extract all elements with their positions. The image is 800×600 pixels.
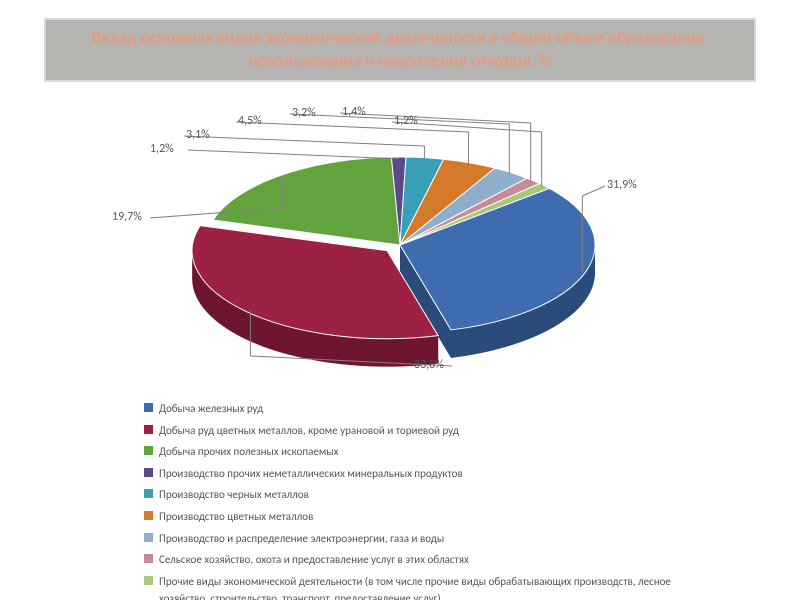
legend-label: Добыча железных руд	[159, 400, 704, 418]
data-label: 1,2%	[394, 114, 418, 128]
legend-swatch	[144, 446, 153, 455]
legend-swatch	[144, 554, 153, 563]
data-label: 31,9%	[607, 178, 637, 192]
data-label: 33,8%	[414, 358, 444, 372]
pie-svg	[44, 90, 756, 390]
legend-label: Сельское хозяйство, охота и предоставлен…	[159, 551, 704, 569]
legend-label: Производство прочих неметаллических мине…	[159, 465, 704, 483]
legend-label: Добыча прочих полезных ископаемых	[159, 443, 704, 461]
legend-label: Производство и распределение электроэнер…	[159, 530, 704, 548]
legend-label: Прочие виды экономической деятельности (…	[159, 573, 704, 600]
legend-item: Производство цветных металлов	[144, 508, 704, 526]
legend-swatch	[144, 425, 153, 434]
leader-line	[188, 150, 399, 159]
legend-item: Прочие виды экономической деятельности (…	[144, 573, 704, 600]
legend-item: Добыча железных руд	[144, 400, 704, 418]
legend-item: Сельское хозяйство, охота и предоставлен…	[144, 551, 704, 569]
legend-item: Производство прочих неметаллических мине…	[144, 465, 704, 483]
legend-swatch	[144, 468, 153, 477]
leader-line	[184, 136, 424, 159]
legend: Добыча железных руд Добыча руд цветных ме…	[144, 400, 704, 600]
slide-title: Вклад основных видов экономической деяте…	[64, 27, 736, 73]
data-label: 3,1%	[186, 128, 210, 142]
legend-label: Добыча руд цветных металлов, кроме урано…	[159, 422, 704, 440]
data-label: 1,2%	[150, 142, 174, 156]
title-band: Вклад основных видов экономической деяте…	[44, 18, 756, 82]
legend-item: Добыча руд цветных металлов, кроме урано…	[144, 422, 704, 440]
data-label: 3,2%	[292, 106, 316, 120]
legend-swatch	[144, 403, 153, 412]
legend-item: Производство черных металлов	[144, 486, 704, 504]
pie-chart: 31,9%33,8%19,7%1,2%3,1%4,5%3,2%1,4%1,2% …	[44, 90, 756, 584]
data-label: 1,4%	[342, 105, 366, 119]
legend-swatch	[144, 511, 153, 520]
legend-label: Производство цветных металлов	[159, 508, 704, 526]
data-label: 4,5%	[238, 114, 262, 128]
data-label: 19,7%	[112, 210, 142, 224]
legend-item: Производство и распределение электроэнер…	[144, 530, 704, 548]
legend-swatch	[144, 576, 153, 585]
legend-label: Производство черных металлов	[159, 486, 704, 504]
slide-frame: Вклад основных видов экономической деяте…	[0, 0, 800, 600]
legend-swatch	[144, 489, 153, 498]
legend-item: Добыча прочих полезных ископаемых	[144, 443, 704, 461]
legend-swatch	[144, 533, 153, 542]
